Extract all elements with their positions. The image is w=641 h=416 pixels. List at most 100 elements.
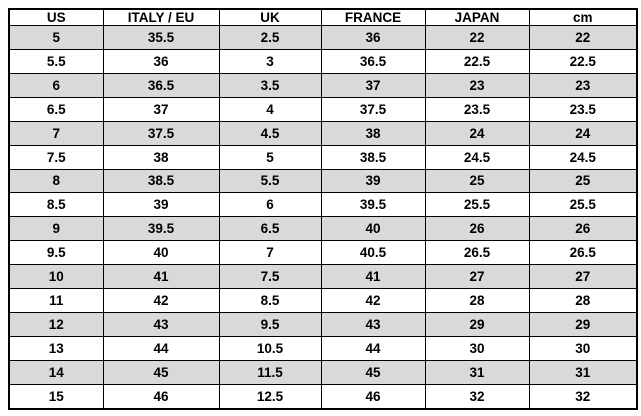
- table-cell: 5: [8, 25, 104, 50]
- table-row: 13 44 10.5 44 30 30: [8, 335, 638, 361]
- table-cell: 23: [528, 72, 638, 98]
- table-cell: 11.5: [218, 359, 322, 385]
- table-row: 12 43 9.5 43 29 29: [8, 312, 638, 337]
- table-cell: 41: [320, 264, 426, 290]
- table-cell: 12.5: [218, 383, 322, 410]
- table-row: 8 38.5 5.5 39 25 25: [8, 168, 638, 194]
- table-cell: 40: [320, 216, 426, 242]
- table-row: 14 45 11.5 45 31 31: [8, 359, 638, 385]
- table-row: 6 36.5 3.5 37 23 23: [8, 72, 638, 98]
- table-cell: 26: [528, 216, 638, 242]
- table-cell: 39: [320, 168, 426, 194]
- table-row: 10 41 7.5 41 27 27: [8, 264, 638, 290]
- table-cell: 23.5: [528, 96, 638, 122]
- table-cell: 36: [320, 25, 426, 50]
- table-cell: 5.5: [8, 48, 104, 74]
- table-row: 5.5 36 3 36.5 22.5 22.5: [8, 48, 638, 74]
- table-cell: 22.5: [528, 48, 638, 74]
- table-cell: 38: [102, 144, 220, 170]
- table-cell: 22.5: [424, 48, 530, 74]
- table-cell: 8.5: [218, 288, 322, 314]
- table-cell: 23.5: [424, 96, 530, 122]
- table-cell: 37: [320, 72, 426, 98]
- table-cell: 41: [102, 264, 220, 290]
- table-cell: 3: [218, 48, 322, 74]
- table-cell: 45: [102, 359, 220, 385]
- table-cell: 44: [102, 335, 220, 361]
- table-cell: 10: [8, 264, 104, 290]
- table-row: 6.5 37 4 37.5 23.5 23.5: [8, 96, 638, 122]
- table-cell: 42: [102, 288, 220, 314]
- table-cell: 32: [424, 383, 530, 410]
- table-cell: 40.5: [320, 240, 426, 266]
- table-cell: 37.5: [320, 96, 426, 122]
- table-cell: 7.5: [8, 144, 104, 170]
- table-cell: 45: [320, 359, 426, 385]
- table-cell: 28: [424, 288, 530, 314]
- table-cell: 43: [102, 312, 220, 337]
- table-cell: 40: [102, 240, 220, 266]
- column-header: JAPAN: [424, 8, 530, 26]
- table-cell: 8: [8, 168, 104, 194]
- table-cell: 12: [8, 312, 104, 337]
- table-row: 11 42 8.5 42 28 28: [8, 288, 638, 314]
- table-cell: 46: [102, 383, 220, 410]
- column-header: US: [8, 8, 104, 26]
- table-cell: 24: [424, 120, 530, 146]
- table-cell: 26.5: [528, 240, 638, 266]
- table-cell: 30: [528, 335, 638, 361]
- table-row: 9 39.5 6.5 40 26 26: [8, 216, 638, 242]
- table-cell: 6.5: [218, 216, 322, 242]
- table-cell: 9.5: [8, 240, 104, 266]
- table-cell: 37.5: [102, 120, 220, 146]
- table-cell: 39.5: [102, 216, 220, 242]
- table-cell: 4: [218, 96, 322, 122]
- table-cell: 22: [424, 25, 530, 50]
- table-cell: 24: [528, 120, 638, 146]
- column-header: cm: [528, 8, 638, 26]
- table-cell: 25.5: [528, 192, 638, 218]
- table-cell: 3.5: [218, 72, 322, 98]
- table-cell: 36: [102, 48, 220, 74]
- table-cell: 39.5: [320, 192, 426, 218]
- table-cell: 35.5: [102, 25, 220, 50]
- table-cell: 22: [528, 25, 638, 50]
- table-cell: 7.5: [218, 264, 322, 290]
- table-cell: 24.5: [424, 144, 530, 170]
- table-cell: 24.5: [528, 144, 638, 170]
- size-chart-table: US ITALY / EU UK FRANCE JAPAN cm 5 35.5 2.5 36 22…: [8, 8, 638, 410]
- table-cell: 38: [320, 120, 426, 146]
- table-row: 7.5 38 5 38.5 24.5 24.5: [8, 144, 638, 170]
- table-cell: 29: [424, 312, 530, 337]
- table-cell: 15: [8, 383, 104, 410]
- table-cell: 8.5: [8, 192, 104, 218]
- table-cell: 6: [8, 72, 104, 98]
- table-cell: 31: [528, 359, 638, 385]
- table-cell: 31: [424, 359, 530, 385]
- table-cell: 5.5: [218, 168, 322, 194]
- table-cell: 14: [8, 359, 104, 385]
- column-header: FRANCE: [320, 8, 426, 26]
- table-cell: 5: [218, 144, 322, 170]
- column-header: UK: [218, 8, 322, 26]
- table-cell: 26.5: [424, 240, 530, 266]
- table-cell: 46: [320, 383, 426, 410]
- table-cell: 13: [8, 335, 104, 361]
- table-row: 9.5 40 7 40.5 26.5 26.5: [8, 240, 638, 266]
- table-cell: 9: [8, 216, 104, 242]
- table-cell: 38.5: [320, 144, 426, 170]
- table-cell: 32: [528, 383, 638, 410]
- table-cell: 25.5: [424, 192, 530, 218]
- table-cell: 6: [218, 192, 322, 218]
- table-cell: 4.5: [218, 120, 322, 146]
- table-cell: 36.5: [102, 72, 220, 98]
- table-row: 15 46 12.5 46 32 32: [8, 383, 638, 410]
- table-cell: 10.5: [218, 335, 322, 361]
- table-cell: 7: [218, 240, 322, 266]
- table-cell: 28: [528, 288, 638, 314]
- table-cell: 39: [102, 192, 220, 218]
- table-cell: 43: [320, 312, 426, 337]
- table-cell: 37: [102, 96, 220, 122]
- table-cell: 42: [320, 288, 426, 314]
